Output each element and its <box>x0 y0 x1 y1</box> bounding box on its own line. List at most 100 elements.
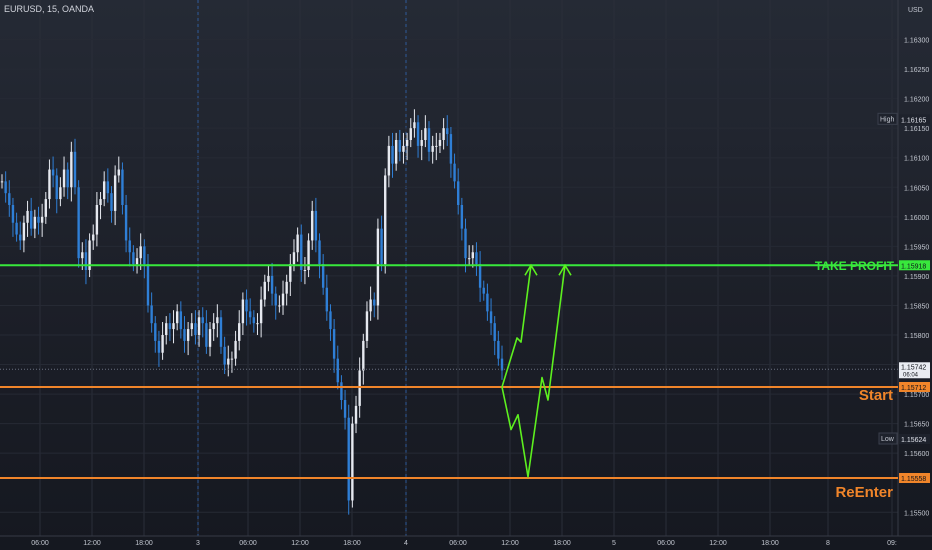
candle-body <box>29 210 33 229</box>
candle-body <box>234 340 237 359</box>
candle-body <box>212 323 215 330</box>
y-tick-label: 1.15650 <box>904 422 929 429</box>
candle-body <box>150 305 153 324</box>
candle-body <box>486 293 489 312</box>
candle-body <box>22 222 26 241</box>
candle-body <box>402 145 405 152</box>
y-tick-label: 1.15600 <box>904 451 929 458</box>
x-tick-label: 12:00 <box>291 540 309 547</box>
take-profit-price-label: 1.15918 <box>901 263 926 270</box>
currency-label: USD <box>908 7 923 14</box>
candle-body <box>161 335 164 353</box>
y-tick-label: 1.16300 <box>904 38 929 45</box>
candle-body <box>471 252 475 259</box>
low-price-label: 1.15624 <box>901 437 926 444</box>
candle-body <box>205 323 208 347</box>
candle-body <box>500 358 504 371</box>
candle-body <box>405 140 409 146</box>
candle-body <box>216 317 219 324</box>
candle-body <box>227 358 230 365</box>
candle-body <box>135 258 139 265</box>
y-tick-label: 1.16200 <box>904 97 929 104</box>
candle-body <box>40 216 44 223</box>
candle-body <box>8 193 11 205</box>
candle-body <box>197 317 201 335</box>
candle-body <box>139 246 142 259</box>
candle-body <box>318 240 321 265</box>
y-tick-label: 1.16150 <box>904 126 929 133</box>
x-tick-label: 12:00 <box>709 540 727 547</box>
candle-body <box>201 317 204 324</box>
y-tick-label: 1.15800 <box>904 333 929 340</box>
projection-arrow-path <box>501 265 532 388</box>
candle-body <box>303 270 307 271</box>
candle-body <box>427 128 431 152</box>
x-tick-label: 8 <box>826 540 830 547</box>
candle-body <box>431 145 434 152</box>
reenter-price-label: 1.15558 <box>901 476 926 483</box>
candle-body <box>37 216 40 223</box>
candle-body <box>88 240 91 270</box>
high-price-label: 1.16165 <box>901 117 926 124</box>
candle-body <box>62 169 66 188</box>
candle-body <box>307 240 310 270</box>
candle-body <box>59 187 62 200</box>
x-tick-label: 06:00 <box>449 540 467 547</box>
candle-body <box>143 246 146 265</box>
x-tick-label: 06:00 <box>657 540 675 547</box>
candle-body <box>329 311 332 330</box>
candle-body <box>4 181 7 194</box>
x-tick-label: 12:00 <box>83 540 101 547</box>
candle-body <box>263 281 266 300</box>
x-tick-label: 18:00 <box>553 540 571 547</box>
high-label: High <box>880 116 895 123</box>
x-tick-label: 12:00 <box>501 540 519 547</box>
candle-body <box>413 122 416 129</box>
candle-body <box>95 205 99 235</box>
candle-body <box>146 264 150 306</box>
candle-body <box>351 423 354 501</box>
candle-body <box>424 128 427 140</box>
candle-body <box>387 145 391 176</box>
candle-body <box>113 175 117 211</box>
low-marker-box <box>878 432 898 445</box>
candle-body <box>245 299 248 312</box>
y-tick-label: 1.15850 <box>904 303 929 310</box>
candle-body <box>190 323 193 330</box>
candle-body <box>26 210 29 223</box>
candle-body <box>259 299 263 324</box>
candle-body <box>99 199 102 205</box>
candle-body <box>416 122 420 146</box>
candle-body <box>336 358 339 383</box>
candle-body <box>223 346 226 365</box>
candle-body <box>0 181 4 183</box>
candle-body <box>438 140 442 146</box>
candle-body <box>391 145 394 164</box>
candle-body <box>446 128 449 135</box>
x-tick-label: 18:00 <box>343 540 361 547</box>
candle-body <box>340 382 343 400</box>
low-price-tag <box>899 434 930 444</box>
candle-body <box>15 222 18 235</box>
candle-body <box>398 140 402 152</box>
candle-body <box>467 258 471 260</box>
candle-body <box>362 340 365 371</box>
candle-body <box>66 169 69 188</box>
candle-body <box>292 252 296 265</box>
candle-body <box>409 128 412 140</box>
candle-body <box>256 323 259 325</box>
candle-body <box>44 199 47 217</box>
candle-body <box>457 181 460 205</box>
candle-body <box>347 417 350 501</box>
candle-body <box>369 299 372 312</box>
candle-body <box>92 234 95 241</box>
candle-body <box>117 169 120 176</box>
candle-body <box>77 187 80 259</box>
candle-body <box>168 323 172 330</box>
candle-body <box>165 323 168 335</box>
candle-body <box>48 169 51 200</box>
candle-body <box>124 205 128 241</box>
candle-body <box>128 240 131 253</box>
